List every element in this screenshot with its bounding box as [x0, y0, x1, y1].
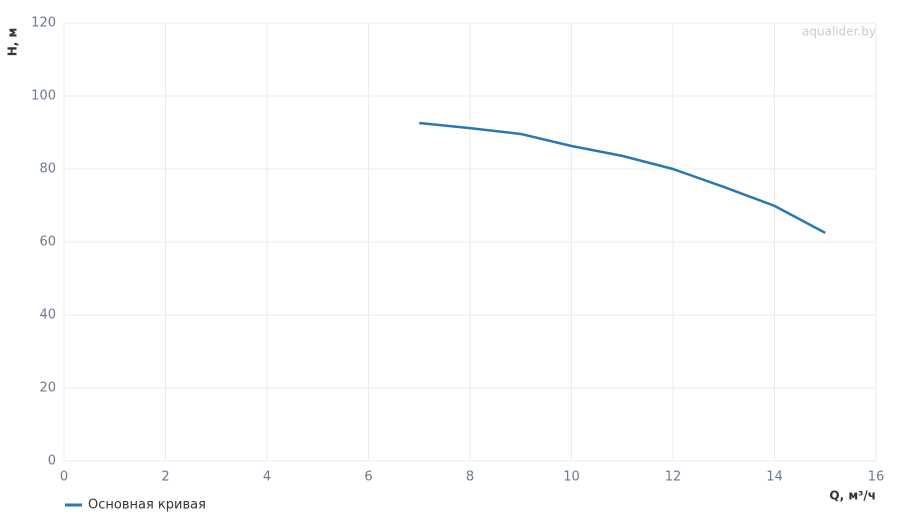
x-tick-label: 14 — [766, 470, 783, 485]
y-tick-label: 20 — [39, 381, 56, 396]
x-tick-label: 12 — [665, 470, 682, 485]
x-tick-label: 6 — [364, 470, 372, 485]
x-tick-label: 4 — [263, 470, 271, 485]
x-tick-label: 8 — [466, 470, 474, 485]
y-tick-label: 60 — [39, 235, 56, 250]
y-tick-label: 80 — [39, 162, 56, 177]
y-tick-label: 0 — [48, 454, 56, 469]
y-tick-label: 40 — [39, 308, 56, 323]
watermark: aqualider.by — [802, 25, 876, 39]
x-tick-label: 16 — [868, 470, 885, 485]
line — [419, 121, 826, 234]
x-tick-label: 2 — [161, 470, 169, 485]
y-axis-label: H, м — [6, 28, 20, 57]
y-tick-label: 120 — [31, 16, 56, 31]
x-tick-label: 0 — [60, 470, 68, 485]
y-tick-label: 100 — [31, 89, 56, 104]
x-axis-label: Q, м³/ч — [829, 489, 876, 503]
x-tick-label: 10 — [563, 470, 580, 485]
legend-label: Основная кривая — [88, 498, 206, 513]
